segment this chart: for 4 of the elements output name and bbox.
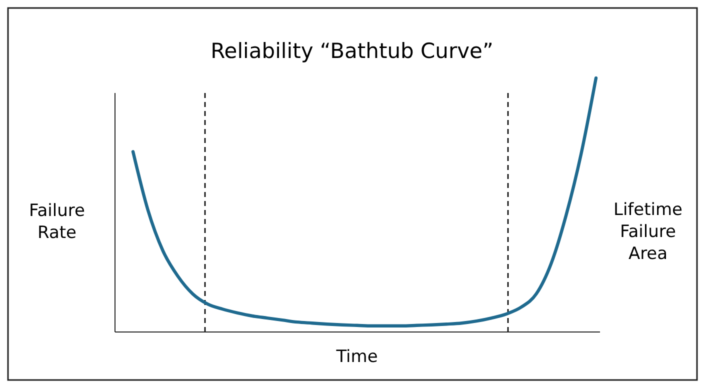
- text: Lifetime Failure Area: [613, 200, 683, 264]
- x-axis-title: Time: [335, 347, 378, 367]
- y-axis-title: Failure Rate: [29, 201, 85, 243]
- chart-title: Reliability “Bathtub Curve”: [210, 39, 494, 63]
